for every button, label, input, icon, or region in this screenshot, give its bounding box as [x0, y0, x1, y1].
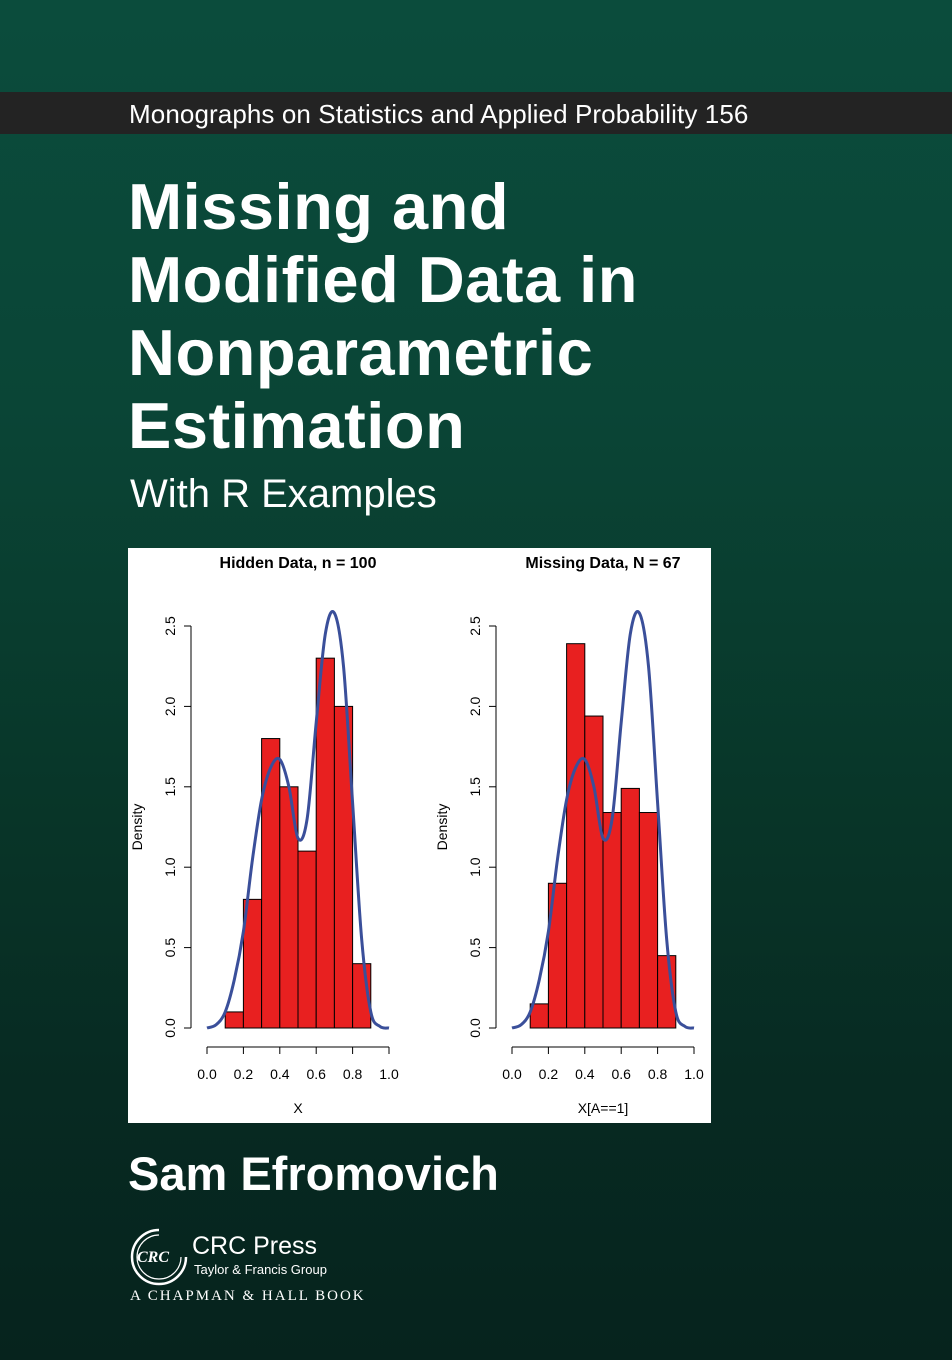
book-title-line: Missing and	[128, 170, 510, 243]
histogram-bar	[638, 812, 659, 1029]
chart-title: Hidden Data, n = 100	[220, 555, 377, 572]
density-curve	[206, 610, 390, 1030]
histogram-bar	[224, 1011, 244, 1029]
author-name: Sam Efromovich	[128, 1147, 499, 1200]
histogram-bar	[333, 705, 354, 1029]
book-subtitle: With R Examples	[130, 472, 437, 516]
cover-figure: Hidden Data, n = 100 0.0 0.2 0.4 0.6 0.8 1.0 X 0…	[128, 548, 711, 1123]
x-tick-label: 0.8	[648, 1066, 668, 1082]
y-tick-label: 0.5	[467, 938, 483, 958]
y-tick-label: 1.5	[162, 777, 178, 797]
publisher-imprint: A CHAPMAN & HALL BOOK	[130, 1288, 366, 1304]
y-tick-label: 0.0	[467, 1018, 483, 1038]
publisher-name: CRC Press	[192, 1232, 318, 1260]
histogram-bar	[620, 787, 640, 1029]
y-tick-label: 0.0	[162, 1018, 178, 1038]
x-tick-label: 0.0	[502, 1066, 522, 1082]
book-title-line: Nonparametric	[128, 316, 594, 389]
histogram-bar	[297, 850, 317, 1029]
x-tick-label: 0.6	[306, 1066, 326, 1082]
y-tick-label: 1.0	[467, 857, 483, 877]
histogram-bar	[315, 657, 335, 1029]
x-tick-label: 0.6	[611, 1066, 631, 1082]
y-tick-label: 1.0	[162, 857, 178, 877]
crc-logo-text: CRC	[137, 1249, 169, 1266]
y-tick-label: 1.5	[467, 777, 483, 797]
x-tick-label: 0.4	[270, 1066, 290, 1082]
x-tick-label: 0.8	[343, 1066, 363, 1082]
y-axis-label: Density	[129, 804, 145, 851]
histogram-bar	[566, 643, 586, 1029]
x-tick-label: 0.2	[539, 1066, 559, 1082]
x-tick-label: 0.0	[197, 1066, 217, 1082]
publisher-group: Taylor & Francis Group	[194, 1262, 327, 1277]
density-curve	[511, 610, 695, 1030]
series-band	[0, 92, 952, 134]
x-tick-label: 1.0	[684, 1066, 704, 1082]
crc-press-logo-icon: CRC	[130, 1228, 188, 1286]
y-axis-label: Density	[434, 804, 450, 851]
y-tick-label: 2.0	[162, 696, 178, 716]
book-title: Missing and Modified Data in Nonparametr…	[128, 170, 638, 462]
book-title-line: Modified Data in	[128, 243, 638, 316]
y-tick-label: 0.5	[162, 938, 178, 958]
histogram-figure: Hidden Data, n = 100 0.0 0.2 0.4 0.6 0.8 1.0 X 0…	[129, 555, 704, 1116]
y-tick-label: 2.5	[162, 616, 178, 636]
chart-title: Missing Data, N = 67	[525, 555, 680, 572]
x-tick-label: 1.0	[379, 1066, 399, 1082]
y-tick-label: 2.0	[467, 696, 483, 716]
x-tick-label: 0.2	[234, 1066, 254, 1082]
histogram-bar	[602, 812, 622, 1029]
x-tick-label: 0.4	[575, 1066, 595, 1082]
book-title-line: Estimation	[128, 389, 466, 462]
y-tick-label: 2.5	[467, 616, 483, 636]
x-axis-label: X	[293, 1100, 303, 1116]
series-title: Monographs on Statistics and Applied Pro…	[129, 99, 749, 129]
x-axis-label: X[A==1]	[578, 1100, 629, 1116]
